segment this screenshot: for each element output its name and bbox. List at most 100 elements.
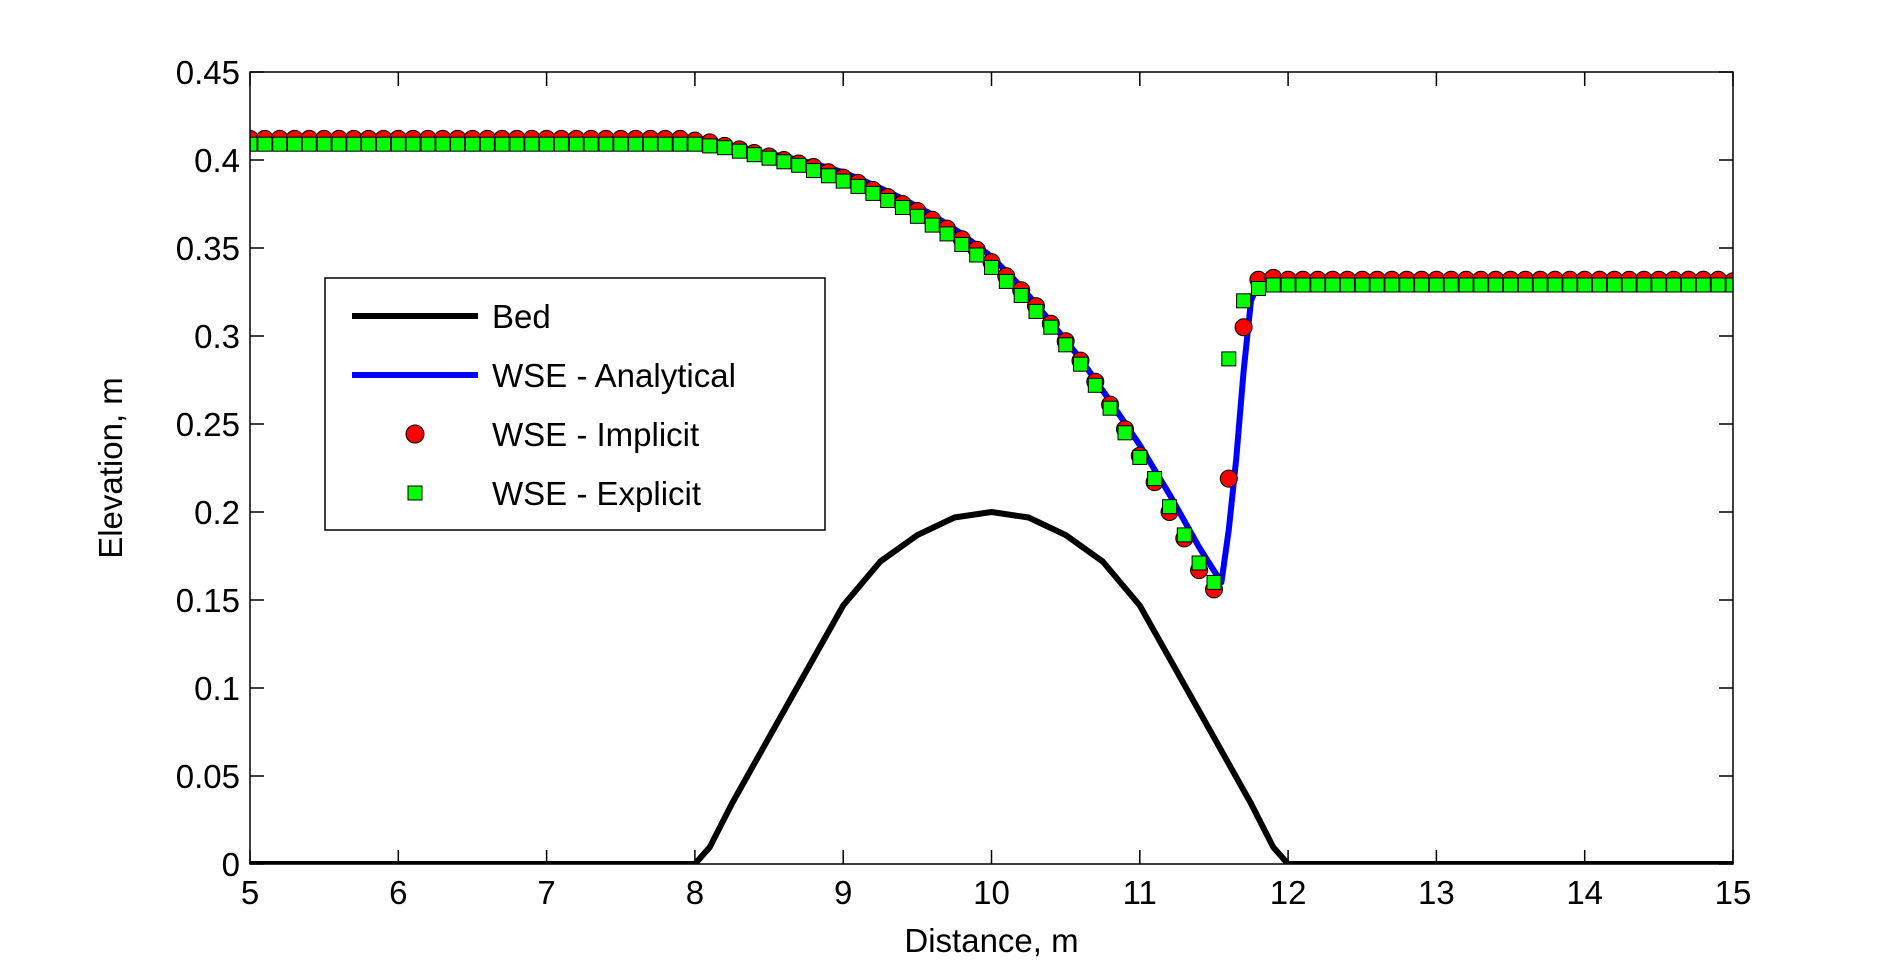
- point-explicit: [1147, 471, 1163, 487]
- y-tick-label: 0.05: [176, 758, 240, 795]
- point-explicit: [1354, 277, 1370, 293]
- point-explicit: [954, 237, 970, 252]
- x-tick-label: 7: [537, 874, 555, 911]
- point-explicit: [613, 136, 629, 152]
- point-explicit: [717, 140, 733, 156]
- point-explicit: [820, 168, 836, 184]
- legend: Bed WSE - Analytical WSE - Implicit WSE - E…: [324, 277, 826, 531]
- point-explicit: [361, 136, 377, 152]
- point-explicit: [1369, 277, 1385, 293]
- point-explicit: [1221, 351, 1237, 367]
- point-explicit: [984, 259, 999, 275]
- point-explicit: [1087, 377, 1103, 393]
- x-tick-label: 11: [1123, 874, 1157, 911]
- point-explicit: [806, 163, 821, 179]
- point-explicit: [376, 136, 391, 152]
- point-explicit: [702, 138, 718, 154]
- point-explicit: [1428, 277, 1444, 293]
- point-explicit: [642, 136, 658, 152]
- legend-swatch-wse-implicit: [405, 424, 425, 444]
- point-explicit: [1458, 277, 1474, 293]
- y-tick-label: 0.25: [176, 406, 240, 443]
- point-explicit: [939, 226, 955, 242]
- point-explicit: [250, 136, 258, 152]
- point-explicit: [865, 185, 881, 201]
- point-explicit: [450, 136, 466, 152]
- point-explicit: [1102, 400, 1118, 416]
- point-explicit: [1250, 281, 1266, 296]
- point-explicit: [687, 136, 703, 152]
- point-explicit: [1028, 303, 1044, 319]
- x-tick-label: 9: [834, 874, 852, 911]
- point-explicit: [316, 136, 332, 152]
- point-explicit: [1503, 277, 1518, 293]
- y-tick-label: 0.4: [194, 142, 240, 179]
- point-explicit: [1488, 277, 1504, 293]
- point-explicit: [1191, 555, 1207, 571]
- point-explicit: [583, 136, 599, 152]
- series-line-bed: [250, 509, 1733, 864]
- point-explicit: [761, 150, 777, 166]
- point-explicit: [346, 136, 362, 152]
- point-explicit: [998, 273, 1014, 289]
- point-explicit: [657, 136, 673, 152]
- point-explicit: [1414, 277, 1430, 293]
- point-explicit: [1592, 277, 1607, 293]
- point-explicit: [464, 136, 480, 152]
- point-explicit: [746, 147, 762, 163]
- series-layer: [250, 129, 1733, 864]
- point-explicit: [1399, 277, 1415, 293]
- point-explicit: [731, 143, 747, 159]
- point-explicit: [494, 136, 510, 152]
- point-explicit: [1280, 277, 1296, 293]
- point-explicit: [1013, 288, 1029, 303]
- legend-label-bed: Bed: [492, 298, 551, 335]
- point-explicit: [1725, 277, 1733, 293]
- point-explicit: [598, 136, 614, 152]
- point-explicit: [1384, 277, 1400, 293]
- point-explicit: [1666, 277, 1682, 293]
- axes: 5 6 7 8 9 10 11 12 13 14 15 0 0.05 0.1 0.15 0.2 0.25 0.3 0…: [176, 54, 1752, 911]
- point-explicit: [301, 136, 317, 152]
- point-explicit: [1532, 277, 1548, 293]
- x-tick-label: 10: [973, 874, 1010, 911]
- point-explicit: [1162, 499, 1177, 515]
- point-explicit: [1132, 449, 1148, 465]
- point-explicit: [924, 217, 940, 233]
- x-tick-label: 5: [241, 874, 259, 911]
- point-explicit: [1117, 425, 1133, 441]
- point-explicit: [895, 200, 910, 215]
- point-explicit: [420, 136, 436, 152]
- y-tick-label: 0.15: [176, 582, 240, 619]
- point-explicit: [628, 136, 644, 152]
- y-tick-label: 0.35: [176, 230, 240, 267]
- point-explicit: [1073, 356, 1088, 372]
- x-tick-label: 13: [1418, 874, 1455, 911]
- y-tick-label: 0.2: [194, 494, 240, 531]
- x-tick-label: 14: [1566, 874, 1603, 911]
- y-axis-label: Elevation, m: [92, 377, 129, 559]
- point-explicit: [568, 136, 584, 152]
- point-explicit: [539, 136, 555, 152]
- x-tick-label: 6: [389, 874, 407, 911]
- point-explicit: [835, 173, 851, 189]
- point-explicit: [1043, 319, 1059, 335]
- point-explicit: [1265, 277, 1281, 293]
- point-explicit: [479, 136, 495, 152]
- legend-label-wse-implicit: WSE - Implicit: [492, 416, 699, 453]
- point-explicit: [1310, 277, 1326, 293]
- point-explicit: [969, 247, 985, 263]
- point-explicit: [791, 157, 807, 173]
- x-axis-label: Distance, m: [904, 922, 1078, 959]
- point-explicit: [1695, 277, 1711, 293]
- y-tick-label: 0: [222, 846, 240, 883]
- point-explicit: [1236, 293, 1252, 309]
- point-explicit: [1577, 277, 1593, 293]
- point-explicit: [331, 136, 347, 152]
- plot-area: [250, 129, 1733, 864]
- point-explicit: [287, 136, 302, 152]
- point-explicit: [1295, 277, 1311, 293]
- legend-label-wse-explicit: WSE - Explicit: [492, 475, 701, 512]
- point-explicit: [509, 136, 525, 152]
